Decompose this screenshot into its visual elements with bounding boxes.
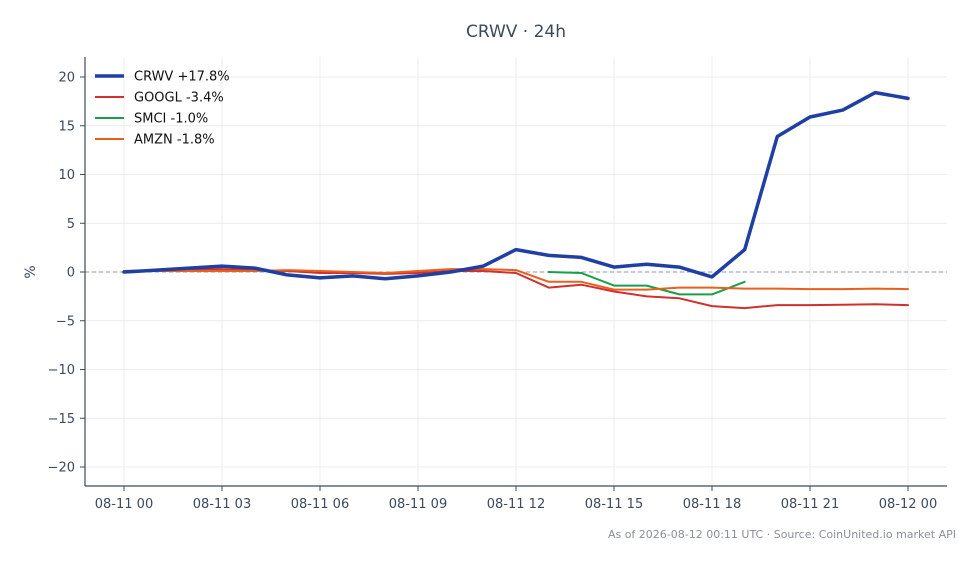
x-tick-label: 08-11 21 [781,497,839,512]
x-tick-label: 08-12 00 [879,497,937,512]
x-tick-label: 08-11 12 [487,497,545,512]
x-tick-label: 08-11 00 [95,497,153,512]
legend-entry: AMZN -1.8% [134,133,215,148]
chart-title: CRWV · 24h [466,22,566,42]
legend-entry: GOOGL -3.4% [134,91,224,106]
x-tick-label: 08-11 18 [683,497,741,512]
y-tick-label: 5 [67,217,75,232]
y-tick-label: 0 [67,266,75,281]
y-axis-label: % [23,265,39,278]
x-axis-ticks: 08-11 00 08-11 03 08-11 06 08-11 09 08-11 12… [95,486,937,512]
x-tick-label: 08-11 03 [193,497,251,512]
legend: CRWV +17.8% GOOGL -3.4% SMCI -1.0% AMZN -1.… [95,70,230,148]
x-tick-label: 08-11 09 [389,497,447,512]
x-tick-label: 08-11 06 [291,497,349,512]
y-axis-ticks: 20 15 10 5 0 −5 −10 −15 −20 [48,71,85,476]
legend-entry: CRWV +17.8% [134,70,230,85]
x-tick-label: 08-11 15 [585,497,643,512]
y-tick-label: −10 [48,363,75,378]
y-tick-label: 10 [58,168,75,183]
y-tick-label: −15 [48,412,75,427]
y-tick-label: −5 [56,314,75,329]
y-tick-label: 15 [58,119,75,134]
series-line-3 [547,271,746,296]
y-tick-label: −20 [48,461,75,476]
legend-entry: SMCI -1.0% [134,112,208,127]
series-lines [122,90,910,310]
series-line-4 [123,268,909,291]
source-footnote: As of 2026-08-12 00:11 UTC · Source: Coi… [608,528,956,541]
series-line-1 [122,90,910,281]
y-tick-label: 20 [58,71,75,86]
